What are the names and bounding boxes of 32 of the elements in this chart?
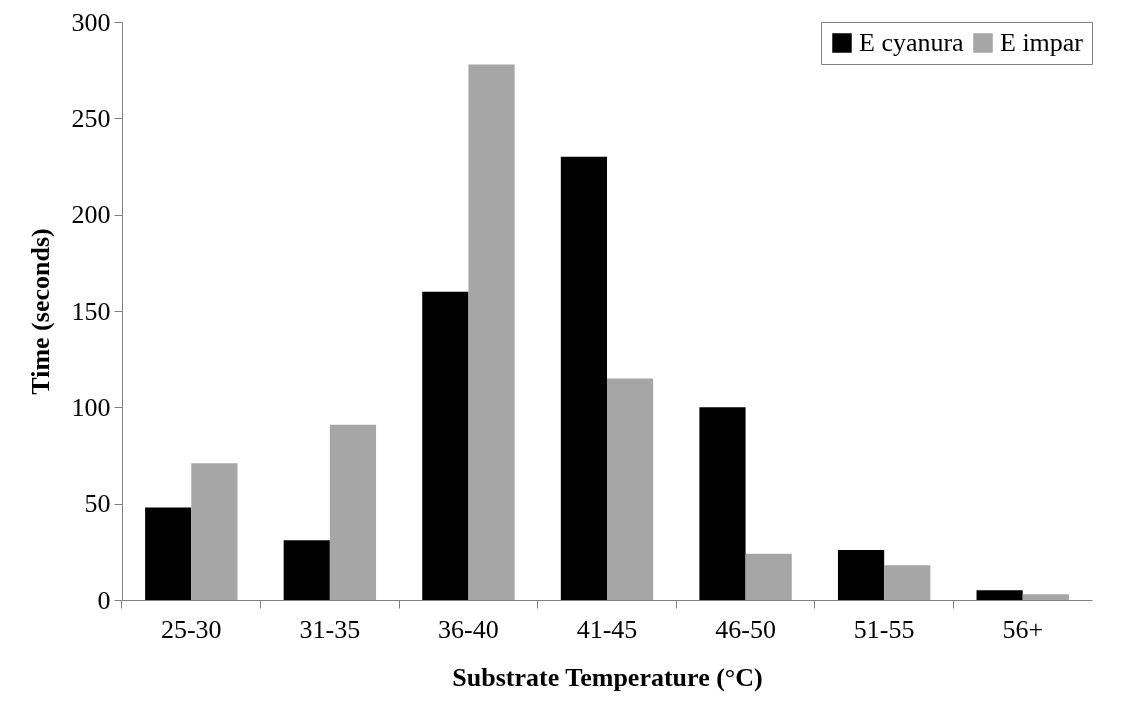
x-tick-label: 41-45 <box>576 614 638 644</box>
legend-label: E impar <box>1000 28 1084 57</box>
x-tick-label: 56+ <box>1002 614 1044 644</box>
bar <box>1022 594 1069 600</box>
bar <box>976 590 1023 600</box>
x-tick-label: 51-55 <box>853 614 915 644</box>
y-axis-title: Time (seconds) <box>25 228 55 395</box>
bar <box>884 565 931 600</box>
bar <box>699 407 746 600</box>
y-tick-label: 0 <box>97 585 111 615</box>
y-tick-label: 150 <box>71 296 111 326</box>
legend-label: E cyanura <box>859 28 965 57</box>
bar <box>145 507 192 600</box>
bar <box>422 291 469 600</box>
y-tick-label: 100 <box>71 392 111 422</box>
bar <box>837 549 885 600</box>
bar <box>745 553 792 600</box>
bar <box>283 540 330 600</box>
bar <box>607 378 654 600</box>
bar <box>468 64 515 600</box>
y-tick-label: 300 <box>71 7 111 37</box>
y-tick-label: 250 <box>71 103 111 133</box>
y-tick-label: 200 <box>71 200 111 230</box>
bar <box>560 156 607 600</box>
y-tick-label: 50 <box>84 489 111 519</box>
x-tick-label: 36-40 <box>438 614 499 644</box>
x-tick-label: 31-35 <box>299 614 361 644</box>
bar <box>191 463 238 600</box>
bar <box>329 424 377 600</box>
x-tick-label: 25-30 <box>160 614 222 644</box>
x-axis-title: Substrate Temperature (°C) <box>452 662 763 692</box>
x-tick-label: 46-50 <box>715 614 776 644</box>
